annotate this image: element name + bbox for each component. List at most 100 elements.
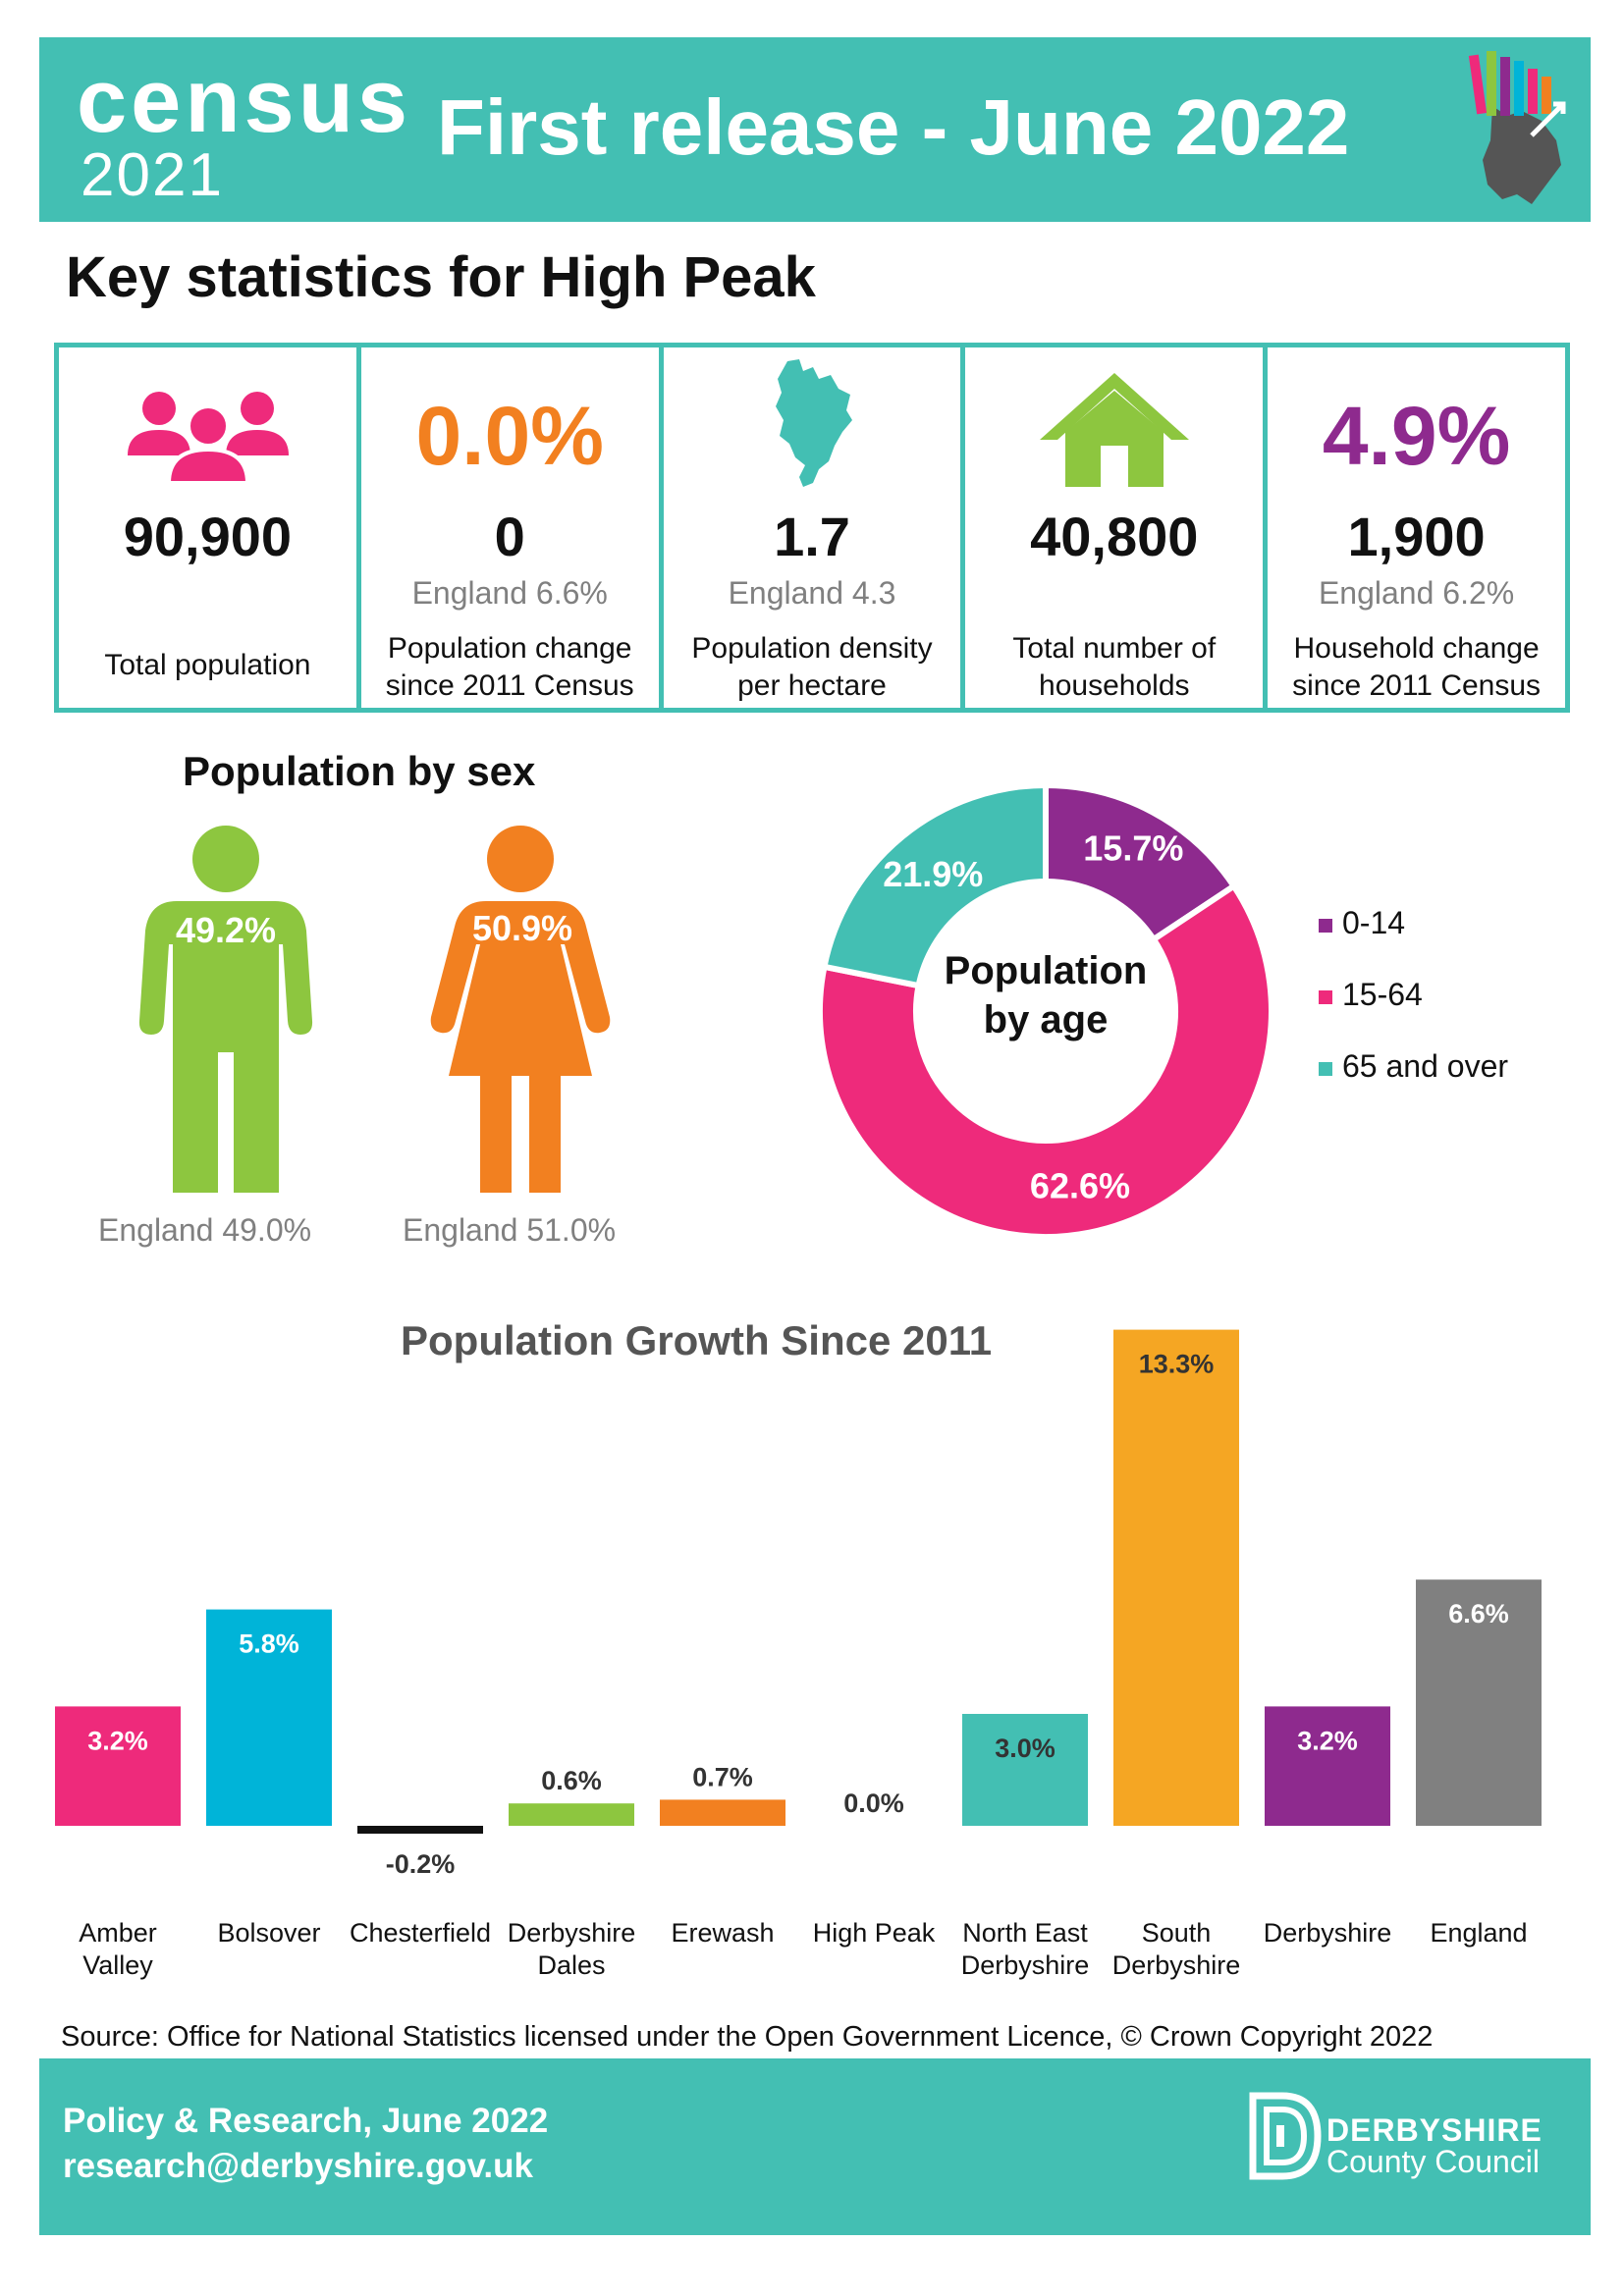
bar-1 — [206, 1609, 332, 1826]
donut-slice-15-64 — [817, 881, 1274, 1240]
population-growth-title: Population Growth Since 2011 — [401, 1317, 993, 1363]
households-value: 40,800 — [1030, 506, 1199, 567]
key-statistics-title: Key statistics for High Peak — [66, 245, 816, 309]
bar-3 — [509, 1803, 634, 1826]
population-change-label: Population change since 2011 Census — [361, 630, 659, 705]
bar-value-label: 0.6% — [541, 1766, 602, 1795]
households-label: Total number of households — [965, 630, 1263, 705]
bar-category-label: Erewash — [671, 1918, 774, 1948]
bar-category-label: North East — [962, 1918, 1088, 1948]
donut-slice-65-and-over — [820, 781, 1049, 989]
donut-center-title-line2: by age — [984, 998, 1109, 1041]
legend-label: 0-14 — [1342, 905, 1406, 940]
bar-category-label: South — [1142, 1918, 1212, 1948]
households-label-line2: households — [1039, 669, 1190, 702]
population-density-label: Population density per hectare — [664, 630, 961, 705]
donut-center-title-line1: Population — [945, 949, 1148, 992]
population-change-england: England 6.6% — [411, 575, 608, 611]
header-banner: census 2021 First release - June 2022 — [39, 37, 1591, 222]
household-change-percent: 4.9% — [1322, 390, 1511, 482]
legend-label: 65 and over — [1342, 1048, 1509, 1084]
bar-0 — [55, 1706, 181, 1826]
header-title: First release - June 2022 — [437, 83, 1350, 171]
female-percent: 50.9% — [471, 908, 573, 948]
bar-value-label: 3.0% — [995, 1734, 1056, 1763]
stat-households: 40,800 Total number of households — [965, 347, 1269, 708]
bar-9 — [1416, 1579, 1542, 1826]
footer-email[interactable]: research@derbyshire.gov.uk — [63, 2147, 533, 2185]
people-icon — [128, 392, 289, 485]
legend-swatch — [1319, 989, 1332, 1004]
female-figure-icon — [430, 826, 611, 1193]
bar-category-label: Derbyshire — [1112, 1950, 1241, 1980]
bar-value-label: 3.2% — [87, 1726, 148, 1755]
bar-category-label: Bolsover — [217, 1918, 320, 1948]
footer-department: Policy & Research, June 2022 — [63, 2102, 549, 2140]
male-england-caption: England 49.0% — [98, 1212, 312, 1248]
household-change-label-line1: Household change — [1293, 632, 1540, 665]
donut-label-65-and-over: 21.9% — [883, 854, 983, 894]
bar-value-label: 0.0% — [843, 1789, 904, 1818]
legend-item-65-over: 65 and over — [1319, 1046, 1508, 1086]
bar-category-label: Amber — [79, 1918, 157, 1948]
house-icon — [1040, 373, 1190, 487]
bar-category-label: Derbyshire — [1264, 1918, 1392, 1948]
bar-category-label: Derbyshire — [961, 1950, 1090, 1980]
households-label-line1: Total number of — [1012, 632, 1217, 665]
female-england-caption: England 51.0% — [403, 1212, 617, 1248]
household-change-england: England 6.2% — [1318, 575, 1515, 611]
total-population-value: 90,900 — [123, 506, 293, 567]
key-statistics-grid: 90,900 Total population 0.0% 0 England 6… — [54, 343, 1570, 713]
population-change-label-line2: since 2011 Census — [385, 669, 634, 702]
bar-category-label: Chesterfield — [350, 1918, 491, 1948]
bar-category-label: England — [1430, 1918, 1527, 1948]
population-change-percent: 0.0% — [415, 390, 604, 482]
bar-category-label: Derbyshire — [508, 1918, 636, 1948]
population-density-england: England 4.3 — [728, 575, 896, 611]
derbyshire-map-icon — [775, 359, 852, 487]
population-change-label-line1: Population change — [387, 632, 632, 665]
source-note: Source: Office for National Statistics l… — [61, 2021, 1434, 2053]
household-change-label: Household change since 2011 Census — [1268, 630, 1565, 705]
bar-category-label: Dales — [537, 1950, 605, 1980]
bar-value-label: 0.7% — [692, 1762, 753, 1791]
census-logo-year: 2021 — [81, 141, 224, 209]
stat-household-change: 4.9% 1,900 England 6.2% Household change… — [1268, 347, 1565, 708]
bar-6 — [962, 1714, 1088, 1826]
total-population-label: Total population — [104, 649, 311, 681]
bar-2 — [357, 1826, 483, 1834]
bar-value-label: 6.6% — [1448, 1599, 1509, 1629]
population-by-sex-title: Population by sex — [183, 748, 536, 794]
bar-value-label: 5.8% — [239, 1629, 299, 1659]
council-name-line1: DERBYSHIRE — [1326, 2112, 1543, 2148]
population-density-value: 1.7 — [774, 506, 850, 567]
legend-swatch — [1319, 918, 1332, 933]
population-by-age-donut: 15.7% 62.6% 21.9% Population by age — [817, 781, 1274, 1240]
household-change-value: 1,900 — [1347, 506, 1486, 567]
council-logo-icon — [1249, 2092, 1322, 2180]
bar-value-label: -0.2% — [386, 1849, 456, 1879]
census-logo-word: census — [77, 51, 412, 151]
bar-category-label: Valley — [82, 1950, 153, 1980]
stat-total-population: 90,900 Total population — [59, 347, 361, 708]
council-name-line2: County Council — [1326, 2144, 1540, 2179]
bar-value-label: 13.3% — [1139, 1350, 1215, 1379]
bar-7 — [1113, 1329, 1239, 1826]
bar-8 — [1265, 1706, 1390, 1826]
bar-4 — [660, 1799, 785, 1826]
household-change-label-line2: since 2011 Census — [1292, 669, 1542, 702]
legend-label: 15-64 — [1342, 977, 1423, 1012]
legend-item-15-64: 15-64 — [1319, 975, 1423, 1014]
legend-item-0-14: 0-14 — [1319, 903, 1405, 942]
donut-label-15-64: 62.6% — [1030, 1166, 1130, 1206]
footer-banner: Policy & Research, June 2022 research@de… — [39, 2058, 1591, 2235]
population-density-label-line2: per hectare — [737, 669, 887, 702]
population-density-label-line1: Population density — [691, 632, 933, 665]
stat-population-change: 0.0% 0 England 6.6% Population change si… — [361, 347, 664, 708]
male-figure-icon — [138, 826, 313, 1193]
population-change-value: 0 — [494, 506, 525, 567]
derbyshire-logo-icon — [1468, 51, 1566, 204]
stat-population-density: 1.7 England 4.3 Population density per h… — [664, 347, 966, 708]
bar-value-label: 3.2% — [1297, 1726, 1358, 1755]
